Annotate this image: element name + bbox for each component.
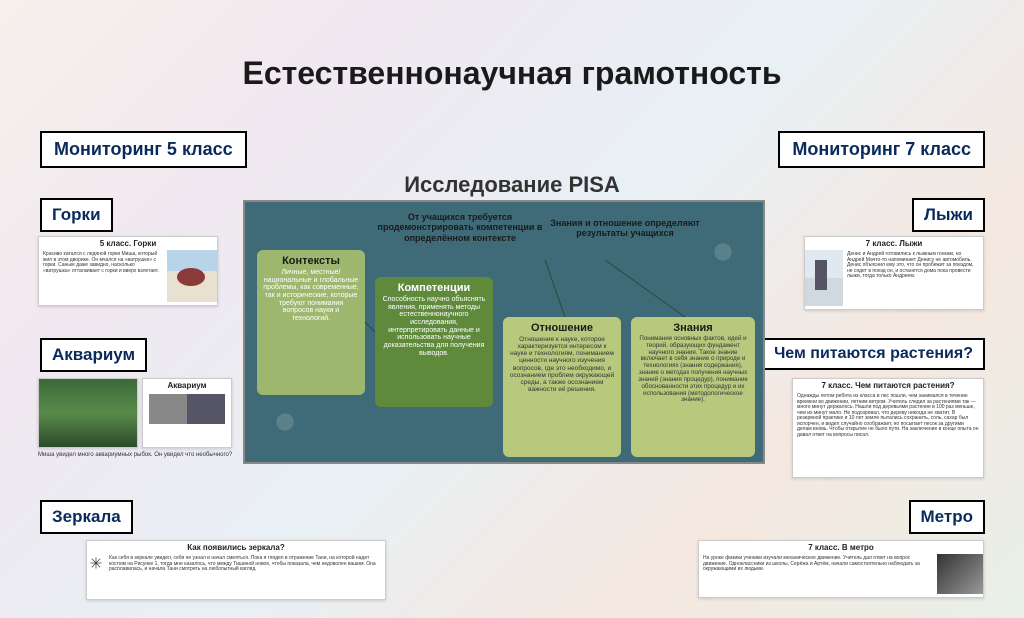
block-body: Отношение к науке, которое характеризует… <box>509 336 615 393</box>
block-title: Контексты <box>263 255 359 267</box>
pisa-block-kompetencii: Компетенции Способность научно объяснять… <box>375 277 493 407</box>
thumb-zerkala: Как появились зеркала? Как себя в зеркал… <box>86 540 386 600</box>
block-title: Знания <box>637 322 749 334</box>
pisa-block-znaniya: Знания Понимание основных фактов, идей и… <box>631 317 755 457</box>
thumb-image <box>39 379 137 447</box>
topic-plants-label: Чем питаются растения? <box>762 338 985 370</box>
thumb-text: Однажды летом ребята из класса в лес пош… <box>793 392 983 474</box>
thumb-title: 7 класс. Чем питаются растения? <box>793 379 983 392</box>
thumb-text: Денис и Андрей готовились к лыжным гонка… <box>843 250 983 306</box>
pisa-caption-left: От учащихся требуется продемонстрировать… <box>375 212 545 243</box>
thumb-plants: 7 класс. Чем питаются растения? Однажды … <box>792 378 984 478</box>
page-title: Естественнонаучная грамотность <box>0 55 1024 92</box>
block-body: Понимание основных фактов, идей и теорий… <box>637 336 749 404</box>
monitoring-5-label: Мониторинг 5 класс <box>40 131 247 168</box>
thumb-title: 5 класс. Горки <box>39 237 217 250</box>
thumb-image <box>805 250 843 306</box>
topic-gorki-label: Горки <box>40 198 113 232</box>
pisa-block-otnoshenie: Отношение Отношение к науке, которое хар… <box>503 317 621 457</box>
monitoring-7-label: Мониторинг 7 класс <box>778 131 985 168</box>
block-body: Личные, местные/национальные и глобальны… <box>263 269 359 323</box>
thumb-title: Как появились зеркала? <box>87 541 385 554</box>
watermark-icon <box>703 232 743 272</box>
thumb-image <box>167 250 217 302</box>
thumb-gorki: 5 класс. Горки Красиво катался с ледяной… <box>38 236 218 306</box>
thumb-image <box>937 554 983 594</box>
topic-aquarium-label: Аквариум <box>40 338 147 372</box>
watermark-icon <box>265 402 305 442</box>
thumb-metro: 7 класс. В метро На уроке физики ученики… <box>698 540 984 598</box>
snowflake-icon <box>87 554 105 577</box>
thumb-text: Как себя в зеркале увидел, себя не узнал… <box>105 554 385 577</box>
pisa-block-konteksty: Контексты Личные, местные/национальные и… <box>257 250 365 395</box>
block-title: Отношение <box>509 322 615 334</box>
pisa-caption-right: Знания и отношение определяют результаты… <box>545 218 705 239</box>
topic-metro-label: Метро <box>909 500 986 534</box>
thumb-image <box>149 394 225 424</box>
thumb-title: 7 класс. В метро <box>699 541 983 554</box>
topic-lyzhi-label: Лыжи <box>912 198 985 232</box>
thumb-aquarium-img1 <box>38 378 138 448</box>
thumb-lyzhi: 7 класс. Лыжи Денис и Андрей готовились … <box>804 236 984 310</box>
thumb-text: На уроке физики ученики изучали механиче… <box>699 554 937 594</box>
thumb-aquarium-caption: Миша увидел много аквариумных рыбок. Он … <box>38 452 233 458</box>
thumb-title: Аквариум <box>143 379 231 392</box>
thumb-text: Красиво катался с ледяной горки Миша, ко… <box>39 250 167 302</box>
pisa-diagram: От учащихся требуется продемонстрировать… <box>243 200 765 464</box>
block-title: Компетенции <box>381 282 487 294</box>
thumb-title: 7 класс. Лыжи <box>805 237 983 250</box>
pisa-subtitle: Исследование PISA <box>0 172 1024 198</box>
topic-zerkala-label: Зеркала <box>40 500 133 534</box>
thumb-aquarium-doc: Аквариум <box>142 378 232 448</box>
block-body: Способность научно объяснять явления, пр… <box>381 296 487 358</box>
